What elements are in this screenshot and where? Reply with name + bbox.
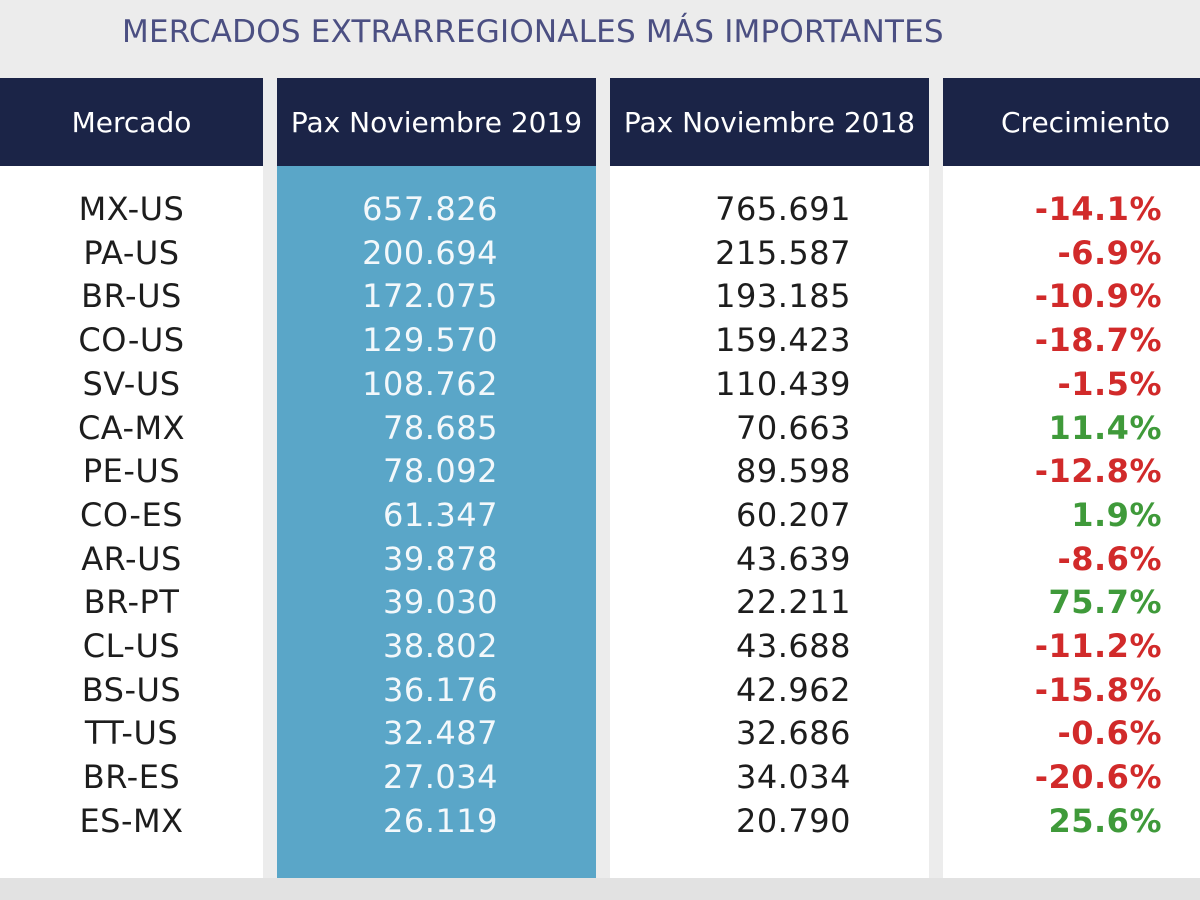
cell-pax-2019: 129.570 [362, 321, 498, 359]
cell-growth: 1.9% [1071, 496, 1162, 534]
cell-pax-2018: 34.034 [736, 758, 851, 796]
cell-growth: -12.8% [1034, 452, 1162, 490]
cell-pax-2019: 172.075 [362, 277, 498, 315]
cell-pax-2018: 765.691 [715, 190, 851, 228]
cell-pax-2019: 27.034 [383, 758, 498, 796]
cell-pax-2018: 22.211 [736, 583, 851, 621]
cell-growth: -15.8% [1034, 671, 1162, 709]
header-pax-2018: Pax Noviembre 2018 [610, 78, 929, 166]
cell-market: CL-US [82, 627, 181, 665]
cell-pax-2019: 78.092 [383, 452, 498, 490]
cell-pax-2019: 200.694 [362, 234, 498, 272]
cell-pax-2018: 32.686 [736, 714, 851, 752]
cell-market: TT-US [84, 714, 179, 752]
cell-growth: -18.7% [1034, 321, 1162, 359]
pax-2019-column: Pax Noviembre 2019 657.826 200.694 172.075… [277, 78, 596, 878]
cell-market: ES-MX [79, 802, 184, 840]
cell-growth: -6.9% [1057, 234, 1162, 272]
cell-pax-2018: 42.962 [736, 671, 851, 709]
page-title: MERCADOS EXTRARREGIONALES MÁS IMPORTANTE… [122, 14, 944, 50]
pax-2018-column: Pax Noviembre 2018 765.691 215.587 193.185… [610, 78, 929, 878]
cell-pax-2018: 60.207 [736, 496, 851, 534]
cell-growth: -20.6% [1034, 758, 1162, 796]
cell-pax-2018: 159.423 [715, 321, 851, 359]
cell-pax-2018: 89.598 [736, 452, 851, 490]
cell-pax-2018: 215.587 [715, 234, 851, 272]
cell-market: CA-MX [77, 409, 186, 447]
market-column: Mercado MX-US PA-US BR-US CO-US SV-US CA-MX PE… [0, 78, 263, 878]
cell-market: SV-US [82, 365, 181, 403]
cell-growth: -8.6% [1057, 540, 1162, 578]
cell-pax-2019: 657.826 [362, 190, 498, 228]
cell-market: CO-US [78, 321, 185, 359]
cell-market: PA-US [83, 234, 180, 272]
cell-growth: -0.6% [1057, 714, 1162, 752]
cell-growth: -14.1% [1034, 190, 1162, 228]
cell-pax-2019: 32.487 [383, 714, 498, 752]
cell-pax-2018: 70.663 [736, 409, 851, 447]
header-pax-2019: Pax Noviembre 2019 [277, 78, 596, 166]
cell-market: PE-US [82, 452, 181, 490]
cell-growth: -1.5% [1057, 365, 1162, 403]
cell-market: BS-US [81, 671, 182, 709]
cell-pax-2019: 39.030 [383, 583, 498, 621]
cell-pax-2019: 61.347 [383, 496, 498, 534]
cell-pax-2018: 43.688 [736, 627, 851, 665]
cell-growth: 75.7% [1048, 583, 1162, 621]
cell-pax-2019: 38.802 [383, 627, 498, 665]
cell-growth: -10.9% [1034, 277, 1162, 315]
growth-column: Crecimiento -14.1% -6.9% -10.9% -18.7% -1.5%… [943, 78, 1200, 878]
cell-pax-2019: 108.762 [362, 365, 498, 403]
cell-pax-2019: 39.878 [383, 540, 498, 578]
cell-growth: 25.6% [1048, 802, 1162, 840]
bottom-strip [0, 878, 1200, 900]
cell-market: MX-US [78, 190, 185, 228]
cell-market: BR-PT [83, 583, 180, 621]
cell-market: AR-US [81, 540, 182, 578]
header-mercado: Mercado [0, 78, 263, 166]
cell-pax-2018: 20.790 [736, 802, 851, 840]
cell-market: BR-US [81, 277, 182, 315]
header-crecimiento: Crecimiento [943, 78, 1200, 166]
cell-market: CO-ES [80, 496, 183, 534]
cell-pax-2018: 110.439 [715, 365, 851, 403]
cell-pax-2018: 43.639 [736, 540, 851, 578]
cell-market: BR-ES [82, 758, 181, 796]
cell-pax-2019: 26.119 [383, 802, 498, 840]
cell-pax-2018: 193.185 [715, 277, 851, 315]
cell-pax-2019: 78.685 [383, 409, 498, 447]
cell-growth: -11.2% [1034, 627, 1162, 665]
cell-pax-2019: 36.176 [383, 671, 498, 709]
cell-growth: 11.4% [1048, 409, 1162, 447]
